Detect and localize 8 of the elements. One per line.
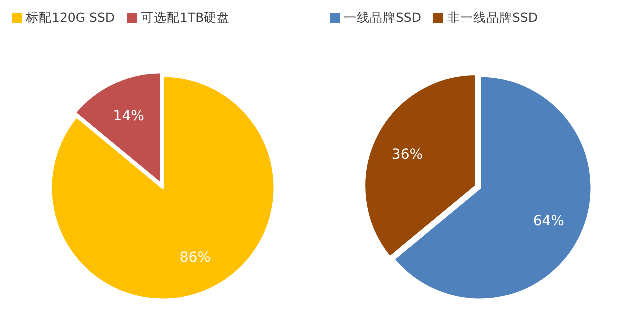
data-label: 86%: [180, 250, 211, 266]
legend-label: 可选配1TB硬盘: [141, 10, 230, 25]
legend-label: 非一线品牌SSD: [448, 10, 538, 25]
data-label: 14%: [113, 108, 144, 124]
legend-label: 标配120G SSD: [25, 10, 116, 25]
data-label: 64%: [533, 213, 564, 230]
data-label: 36%: [392, 146, 424, 163]
legend-label: 一线品牌SSD: [344, 10, 422, 25]
